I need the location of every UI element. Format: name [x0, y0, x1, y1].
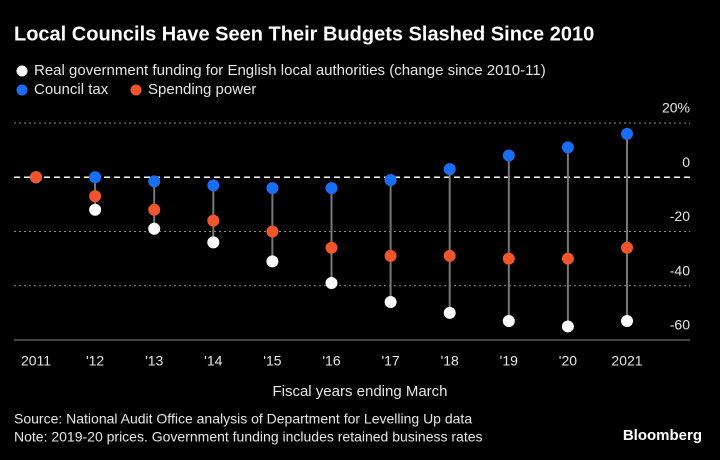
dot	[207, 179, 220, 192]
legend-label: Real government funding for English loca…	[34, 62, 546, 79]
dot	[148, 175, 161, 188]
dot	[502, 252, 515, 265]
legend-marker	[130, 84, 142, 96]
legend-marker	[16, 65, 28, 77]
dot	[325, 241, 338, 254]
dot	[502, 149, 515, 162]
legend-label: Council tax	[34, 81, 109, 98]
dot	[621, 315, 633, 328]
dot	[384, 296, 397, 309]
dot	[561, 320, 574, 333]
chart-title: Local Councils Have Seen Their Budgets S…	[14, 23, 594, 45]
dot	[207, 214, 220, 227]
dot	[561, 252, 574, 265]
y-tick-label: -20	[670, 208, 690, 224]
x-tick-label: 2021	[611, 353, 642, 369]
brand: Bloomberg	[623, 427, 702, 444]
dot	[30, 171, 42, 184]
dot	[89, 203, 102, 216]
x-tick-label: '13	[145, 353, 163, 369]
x-tick-label: '15	[263, 353, 281, 369]
y-tick-label: -60	[670, 317, 690, 333]
x-tick-label: '16	[322, 353, 340, 369]
x-tick-label: '14	[204, 353, 222, 369]
x-tick-label: '20	[559, 353, 577, 369]
y-tick-label: 0	[682, 154, 690, 170]
dot	[207, 236, 220, 249]
dot	[502, 315, 515, 328]
x-axis-label: Fiscal years ending March	[272, 383, 447, 400]
dot	[266, 255, 279, 268]
dot	[266, 225, 279, 238]
dot	[325, 277, 338, 290]
dot	[89, 171, 102, 184]
dot	[443, 306, 456, 319]
source: Source: National Audit Office analysis o…	[14, 411, 472, 427]
x-tick-label: 2011	[21, 353, 51, 369]
dot	[561, 141, 574, 154]
y-tick-label: -40	[670, 262, 690, 278]
legend-marker	[16, 84, 28, 96]
x-tick-label: '18	[441, 353, 459, 369]
dot	[384, 249, 397, 262]
y-tick-label: 20%	[662, 100, 690, 116]
dot	[266, 182, 279, 195]
dot	[443, 249, 456, 262]
dot	[443, 163, 456, 176]
x-tick-label: '12	[86, 353, 104, 369]
legend-label: Spending power	[148, 81, 256, 98]
note: Note: 2019-20 prices. Government funding…	[14, 429, 483, 445]
dot	[89, 190, 102, 203]
dot	[384, 173, 397, 186]
dot	[148, 203, 161, 216]
x-tick-label: '17	[381, 353, 399, 369]
dot	[325, 182, 338, 195]
x-tick-label: '19	[500, 353, 518, 369]
dot	[148, 222, 161, 235]
dot	[621, 127, 633, 140]
dot	[621, 241, 633, 254]
